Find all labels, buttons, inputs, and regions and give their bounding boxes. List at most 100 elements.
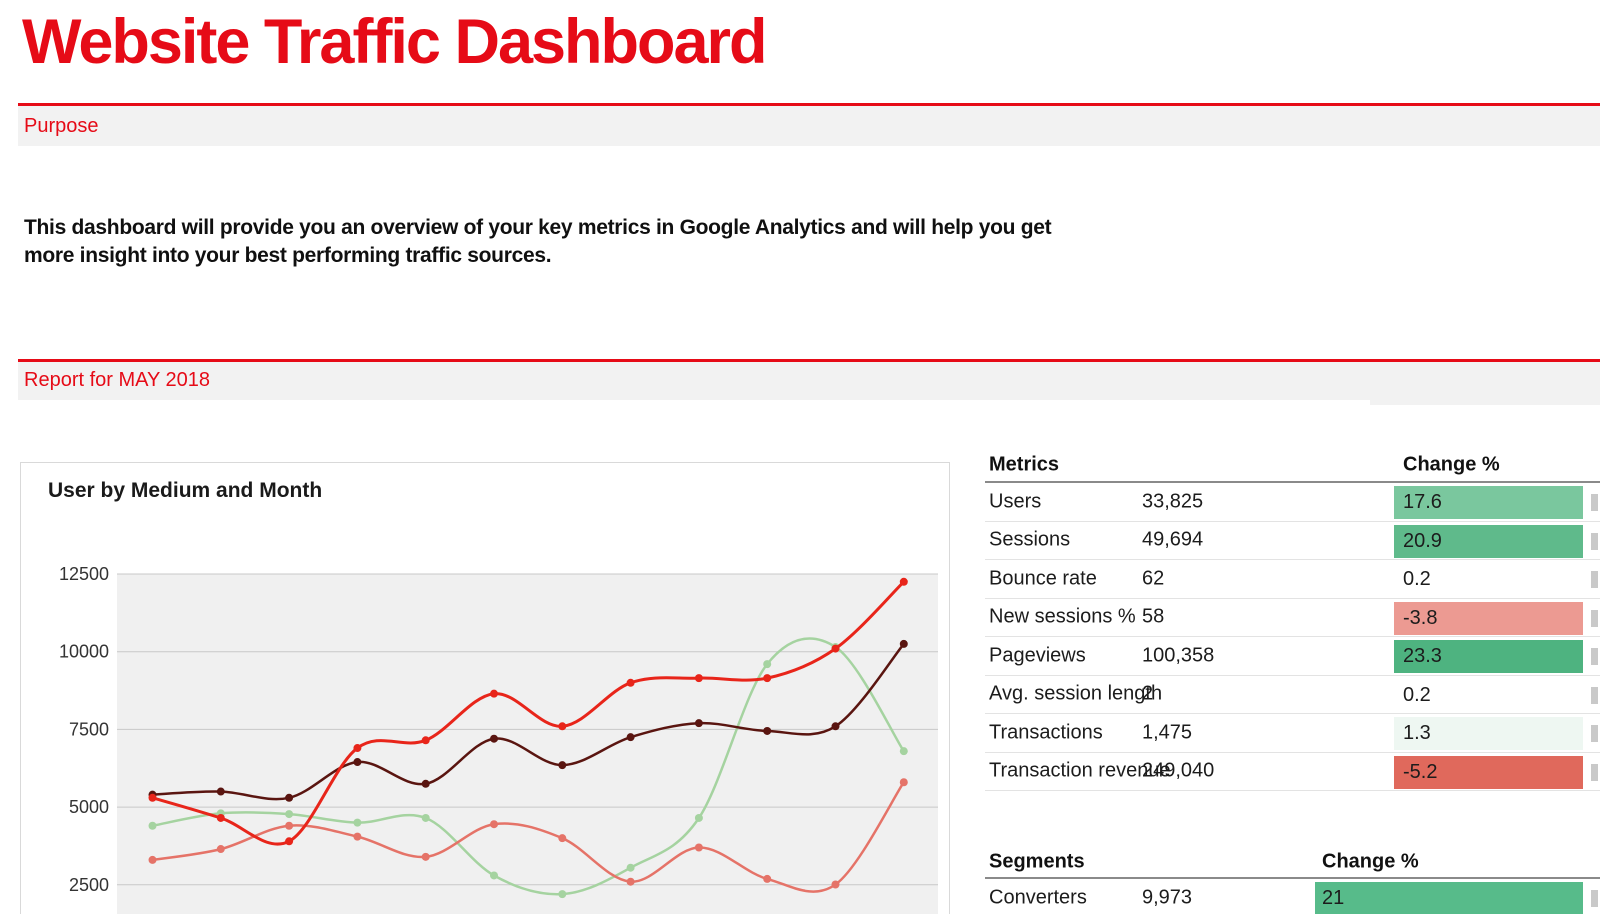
- series-dark-red-point: [216, 787, 225, 796]
- report-section-bar: Report for MAY 2018: [18, 359, 1600, 400]
- sparkline-stub: [1591, 890, 1598, 907]
- series-bright-red-point: [626, 678, 635, 687]
- metric-label: Transactions: [989, 721, 1103, 744]
- segments-header-label: Segments: [989, 850, 1085, 872]
- change-percent-cell: 0.2: [1403, 568, 1431, 590]
- table-row[interactable]: Transaction revenue 249,040 -5.2: [985, 753, 1600, 791]
- metrics-table: Metrics Change % Users 33,825 17.6 Sessions…: [985, 448, 1600, 791]
- series-bright-red-point: [421, 736, 430, 745]
- segments-table-body: Converters 9,973 21: [985, 879, 1600, 914]
- series-bright-red-point: [148, 793, 157, 802]
- series-dark-red-point: [831, 722, 840, 731]
- table-row[interactable]: Users 33,825 17.6: [985, 483, 1600, 522]
- table-row[interactable]: Avg. session length 2 0.2: [985, 676, 1600, 714]
- y-axis-tick-label: 10000: [59, 642, 109, 662]
- series-salmon-point: [216, 845, 225, 854]
- series-salmon-point: [490, 820, 498, 829]
- y-axis-tick-label: 12500: [59, 564, 109, 584]
- metric-value: 2: [1142, 682, 1154, 705]
- intro-line-2: more insight into your best performing t…: [24, 244, 552, 267]
- sparkline-stub: [1591, 648, 1598, 665]
- series-bright-red-point: [285, 837, 294, 846]
- series-dark-red-point: [353, 758, 362, 767]
- metric-value: 49,694: [1142, 528, 1204, 551]
- metrics-change-header-label: Change %: [1403, 453, 1500, 475]
- change-percent-cell: 20.9: [1394, 524, 1583, 558]
- table-row[interactable]: New sessions % 58 -3.8: [985, 599, 1600, 637]
- table-row[interactable]: Pageviews 100,358 23.3: [985, 637, 1600, 676]
- series-bright-red-point: [831, 644, 840, 653]
- segments-table-header: Segments Change %: [985, 846, 1600, 879]
- metrics-table-header: Metrics Change %: [985, 448, 1600, 483]
- table-row[interactable]: Sessions 49,694 20.9: [985, 522, 1600, 560]
- series-light-green-point: [353, 818, 362, 827]
- metric-label: Users: [989, 490, 1042, 513]
- table-row[interactable]: Bounce rate 62 0.2: [985, 560, 1600, 599]
- metric-label: Bounce rate: [989, 567, 1097, 590]
- series-dark-red-point: [490, 734, 498, 743]
- series-salmon-point: [148, 855, 157, 864]
- series-dark-red-point: [285, 793, 294, 802]
- series-dark-red-point: [421, 779, 430, 788]
- series-light-green-point: [490, 871, 498, 880]
- series-bright-red-point: [694, 674, 703, 683]
- report-section-label: Report for MAY 2018: [24, 369, 211, 391]
- purpose-section-label: Purpose: [24, 115, 99, 137]
- plot-background: [117, 574, 938, 914]
- series-dark-red-point: [558, 761, 567, 770]
- series-salmon-point: [899, 778, 908, 787]
- series-bright-red-point: [899, 577, 908, 586]
- series-salmon-point: [353, 832, 362, 841]
- metric-value: 249,040: [1142, 759, 1215, 782]
- metric-value: 1,475: [1142, 721, 1193, 744]
- sparkline-stub: [1591, 725, 1598, 742]
- series-light-green-point: [148, 821, 157, 830]
- metrics-header-label: Metrics: [989, 453, 1060, 475]
- page-title: Website Traffic Dashboard: [22, 7, 768, 77]
- purpose-section-bar: Purpose: [18, 103, 1600, 146]
- series-salmon-point: [558, 834, 567, 843]
- series-bright-red-point: [490, 689, 498, 698]
- series-salmon-point: [831, 880, 840, 889]
- metric-label: Converters: [989, 886, 1087, 909]
- segments-table: Segments Change % Converters 9,973 21: [985, 846, 1600, 914]
- sparkline-stub: [1591, 571, 1598, 588]
- series-dark-red-point: [899, 639, 908, 648]
- chart-title: User by Medium and Month: [48, 479, 323, 502]
- user-by-medium-line-chart[interactable]: 12500 10000 7500 5000 2500 User by Medium an…: [20, 462, 950, 914]
- series-dark-red-point: [694, 719, 703, 728]
- series-light-green-point: [285, 810, 294, 819]
- series-salmon-point: [285, 821, 294, 830]
- change-percent-cell: 0.2: [1403, 683, 1431, 706]
- series-light-green-point: [626, 863, 635, 872]
- chart-canvas[interactable]: 12500 10000 7500 5000 2500: [21, 463, 951, 914]
- segments-change-header-label: Change %: [1322, 850, 1419, 872]
- y-axis-tick-label: 7500: [69, 719, 109, 739]
- metric-value: 58: [1142, 605, 1165, 628]
- right-panel-header-remnant: [1370, 397, 1600, 405]
- intro-line-1: This dashboard will provide you an overv…: [24, 216, 1052, 239]
- metric-label: New sessions %: [989, 605, 1136, 628]
- metric-label: Pageviews: [989, 644, 1086, 667]
- table-row[interactable]: Transactions 1,475 1.3: [985, 714, 1600, 753]
- change-percent-cell: -3.8: [1394, 601, 1583, 635]
- series-salmon-point: [626, 877, 635, 886]
- change-percent-cell: 21: [1315, 882, 1583, 914]
- change-percent-cell: -5.2: [1394, 755, 1583, 789]
- table-row[interactable]: Converters 9,973 21: [985, 879, 1600, 914]
- y-axis-tick-label: 5000: [69, 797, 109, 817]
- sparkline-stub: [1591, 763, 1598, 781]
- sparkline-stub: [1591, 532, 1598, 550]
- series-bright-red-point: [558, 722, 567, 731]
- sparkline-stub: [1591, 494, 1598, 511]
- change-percent-cell: 17.6: [1394, 486, 1583, 519]
- metrics-table-body: Users 33,825 17.6 Sessions 49,694 20.9 Bounce …: [985, 483, 1600, 791]
- metric-label: Avg. session length: [989, 682, 1163, 705]
- series-salmon-point: [763, 874, 772, 883]
- series-light-green-point: [421, 813, 430, 822]
- series-dark-red-point: [763, 726, 772, 735]
- series-light-green-point: [763, 660, 772, 669]
- series-light-green-point: [694, 813, 703, 822]
- metric-value: 9,973: [1142, 886, 1193, 909]
- series-salmon-point: [421, 852, 430, 861]
